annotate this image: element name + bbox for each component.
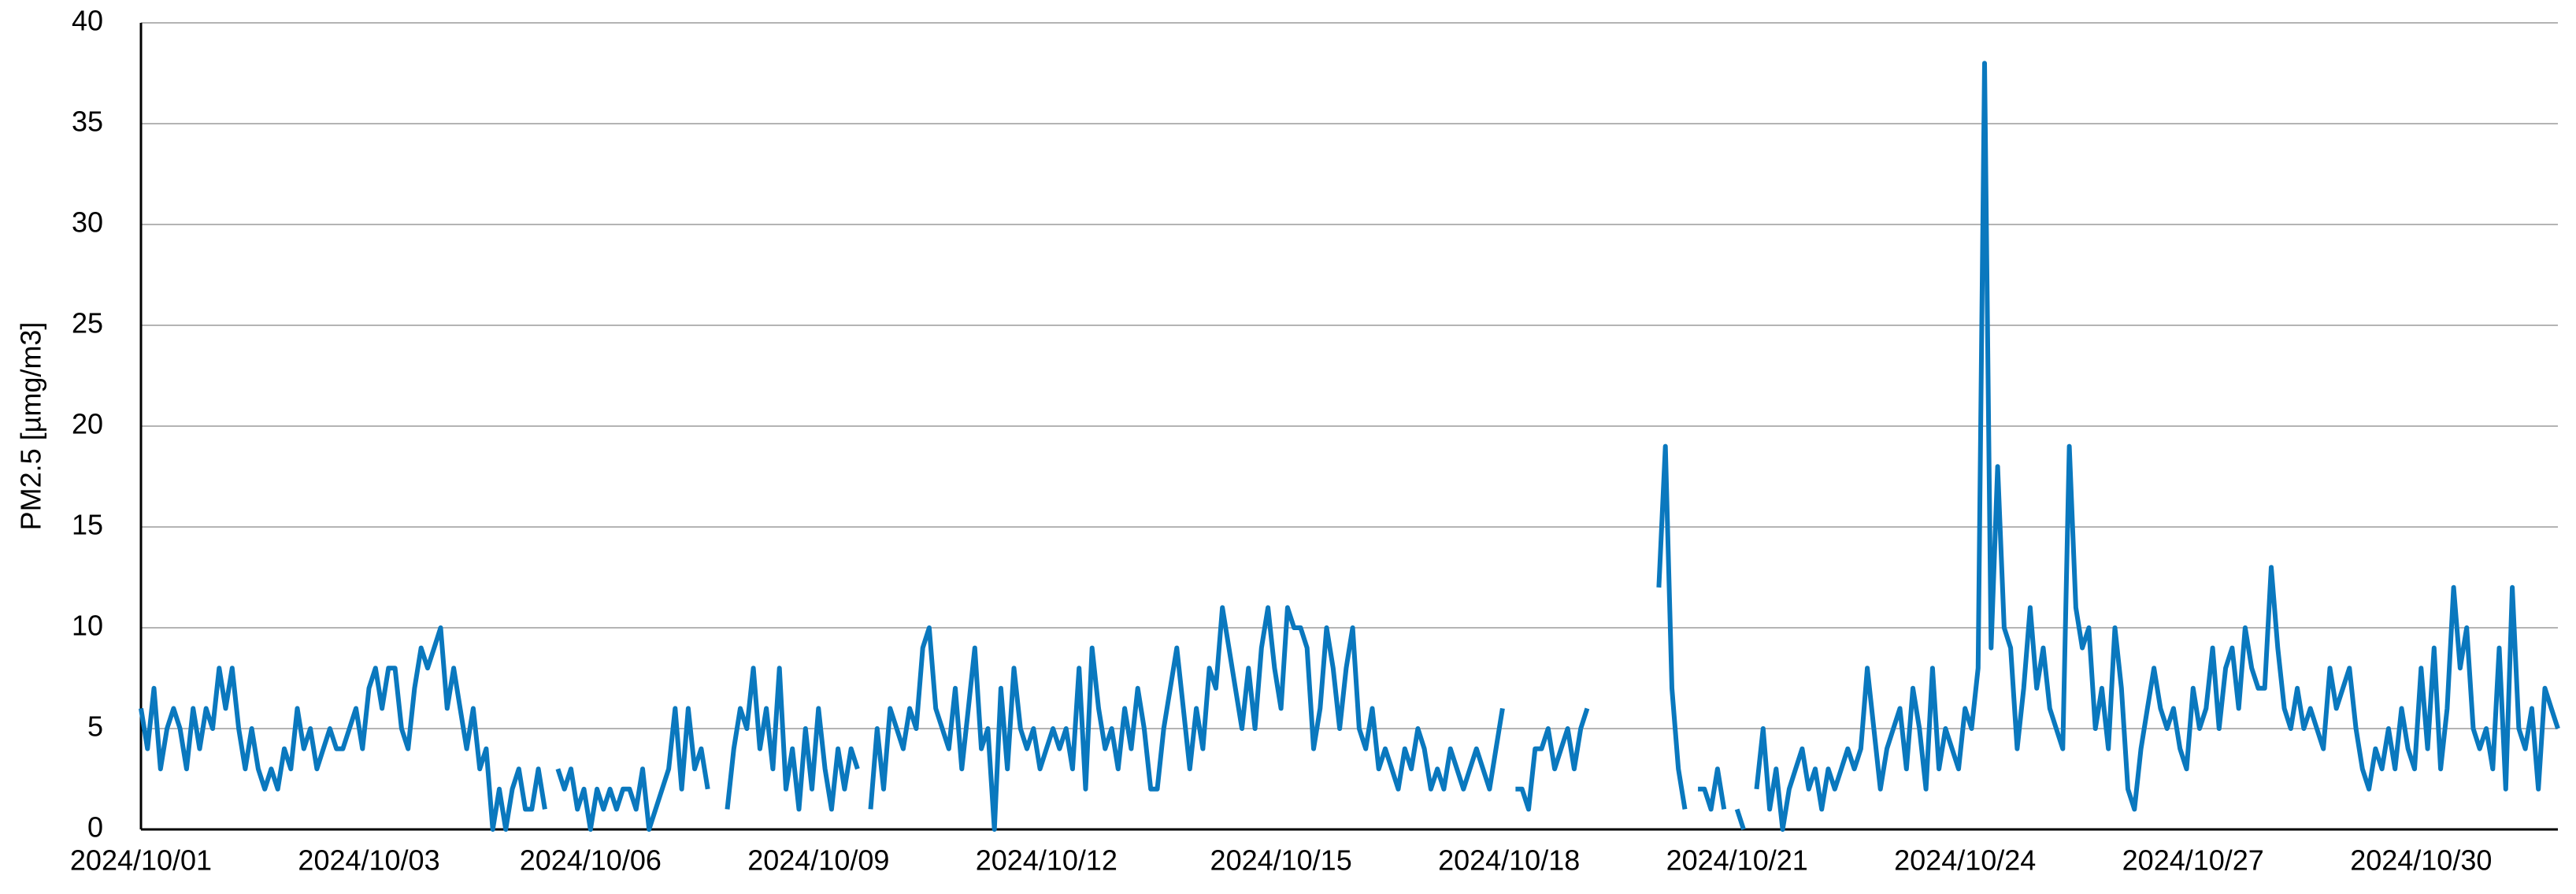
y-tick-label: 20	[72, 408, 103, 440]
y-tick-label: 30	[72, 206, 103, 239]
y-tick-label: 25	[72, 307, 103, 339]
x-tick-label: 2024/10/21	[1666, 844, 1808, 877]
x-tick-label: 2024/10/24	[1894, 844, 2036, 877]
x-tick-label: 2024/10/12	[976, 844, 1118, 877]
y-tick-label: 5	[87, 710, 103, 743]
data-line	[139, 61, 2560, 832]
y-tick-label: 0	[87, 811, 103, 844]
x-tick-label: 2024/10/27	[2122, 844, 2264, 877]
y-tick-label: 15	[72, 509, 103, 541]
y-tick-label: 35	[72, 106, 103, 138]
y-tick-label: 10	[72, 610, 103, 642]
x-tick-label: 2024/10/03	[298, 844, 439, 877]
x-tick-label: 2024/10/06	[520, 844, 662, 877]
x-tick-label: 2024/10/18	[1438, 844, 1580, 877]
x-tick-label: 2024/10/15	[1210, 844, 1352, 877]
x-tick-label: 2024/10/01	[70, 844, 212, 877]
x-tick-label: 2024/10/30	[2350, 844, 2492, 877]
y-tick-label: 40	[72, 5, 103, 37]
y-axis-label: PM2.5 [µmg/m3]	[15, 322, 47, 531]
x-tick-label: 2024/10/09	[747, 844, 889, 877]
